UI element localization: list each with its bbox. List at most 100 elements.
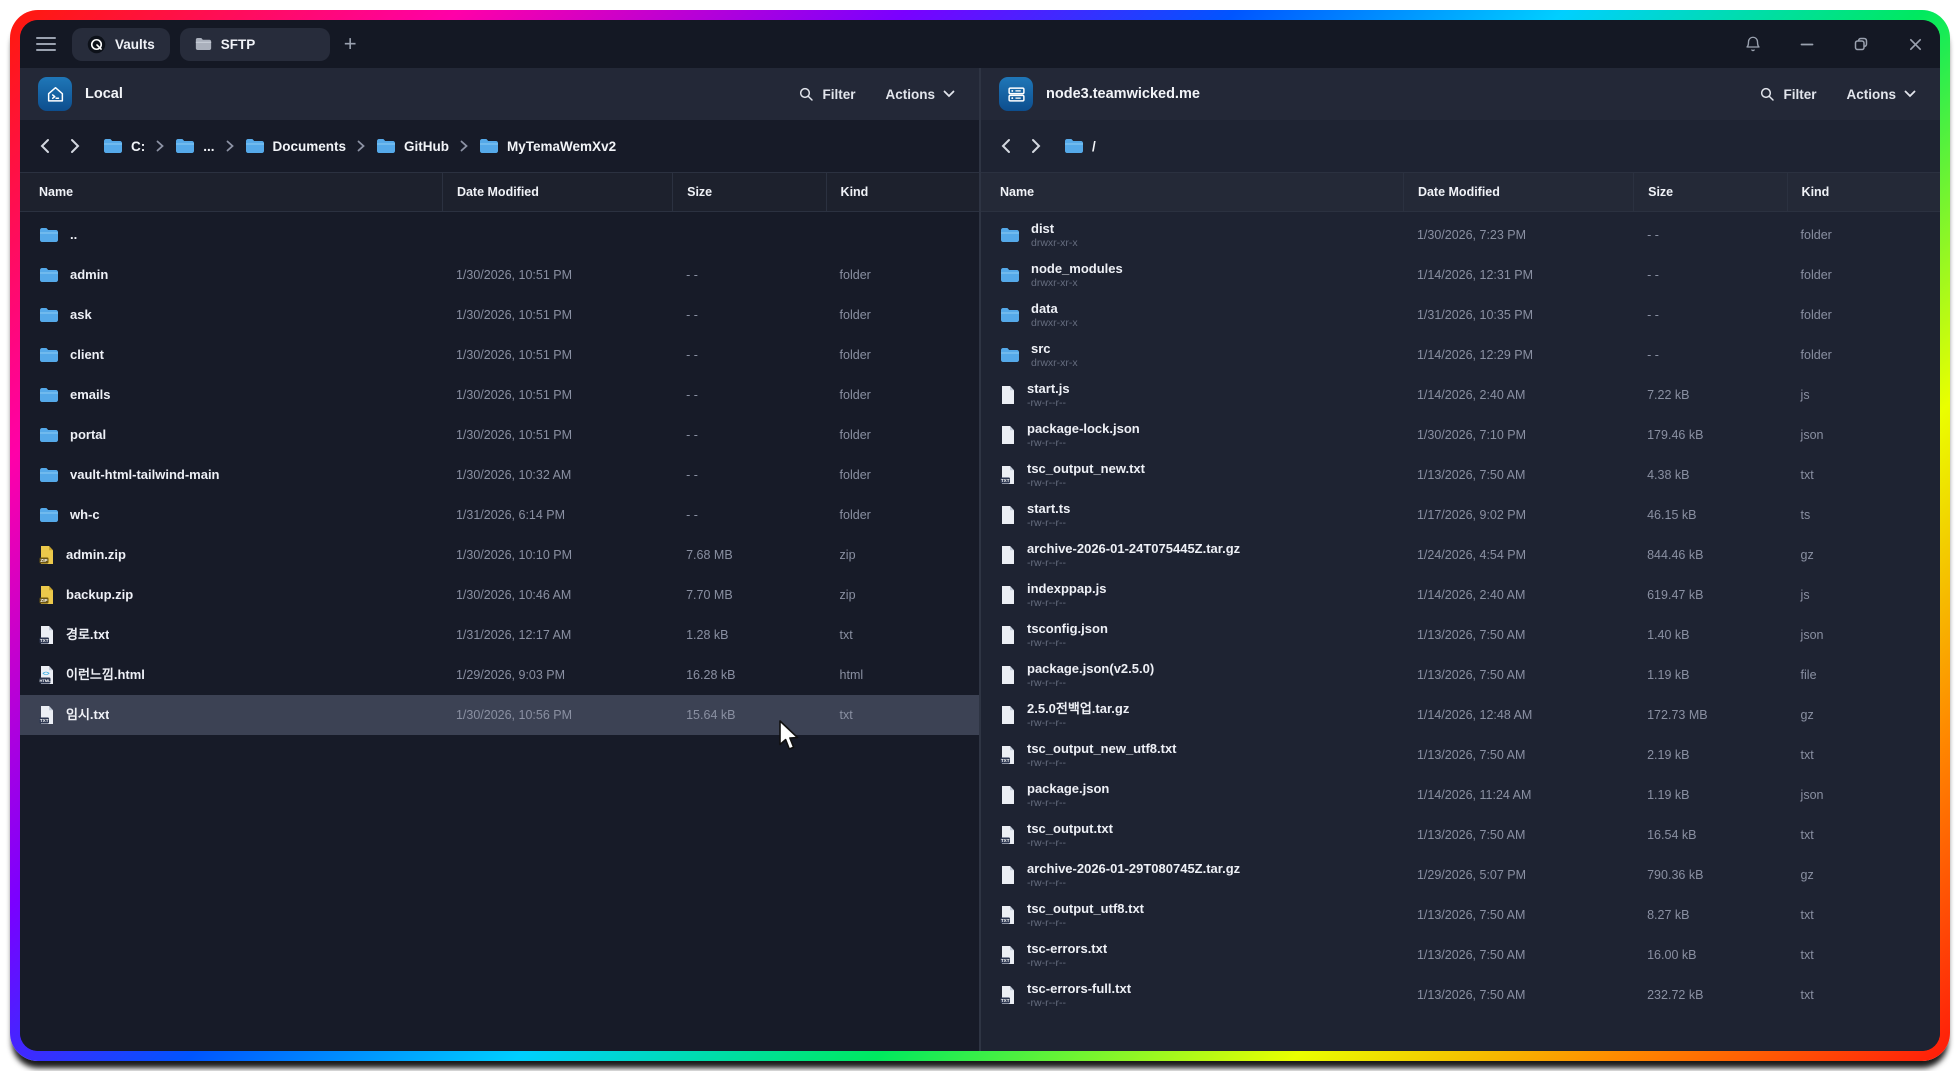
cell-size: - - bbox=[686, 508, 698, 522]
table-row[interactable]: TXT tsc_output_utf8.txt -rw-r--r-- 1/13/202… bbox=[981, 895, 1940, 935]
file-name: data bbox=[1031, 300, 1058, 316]
cell-date-modified: 1/14/2026, 12:48 AM bbox=[1416, 708, 1533, 722]
table-row[interactable]: package-lock.json -rw-r--r-- 1/30/2026, 7:… bbox=[981, 415, 1940, 455]
table-row[interactable]: src drwxr-xr-x 1/14/2026, 12:29 PM - - folde… bbox=[981, 335, 1940, 375]
new-tab-button[interactable]: + bbox=[343, 31, 357, 56]
table-row[interactable]: archive-2026-01-29T080745Z.tar.gz -rw-r--… bbox=[981, 855, 1940, 895]
actions-button[interactable]: Actions bbox=[1846, 87, 1916, 102]
table-row[interactable]: .. bbox=[20, 215, 979, 255]
folder-icon bbox=[1000, 267, 1020, 283]
table-row[interactable]: TXT tsc_output_new_utf8.txt -rw-r--r-- 1/13… bbox=[981, 735, 1940, 775]
forward-button[interactable] bbox=[60, 131, 90, 161]
table-row[interactable]: TXT tsc-errors.txt -rw-r--r-- 1/13/2026, 7:… bbox=[981, 935, 1940, 975]
table-row[interactable]: admin 1/30/2026, 10:51 PM - - folder bbox=[20, 255, 979, 295]
column-header[interactable]: Size bbox=[1633, 173, 1786, 211]
close-button[interactable] bbox=[1906, 35, 1924, 53]
tab-sftp[interactable]: SFTP bbox=[179, 27, 330, 61]
cell-name: package-lock.json -rw-r--r-- bbox=[981, 421, 1403, 450]
file-icon bbox=[1000, 785, 1016, 805]
table-row[interactable]: TXT tsc_output_new.txt -rw-r--r-- 1/13/2026… bbox=[981, 455, 1940, 495]
folder-icon bbox=[39, 387, 59, 403]
column-header[interactable]: Date Modified bbox=[1402, 173, 1633, 211]
txt-icon: TXT bbox=[1000, 745, 1016, 765]
table-row[interactable]: wh-c 1/31/2026, 6:14 PM - - folder bbox=[20, 495, 979, 535]
table-row[interactable]: indexppap.js -rw-r--r-- 1/14/2026, 2:40 AM… bbox=[981, 575, 1940, 615]
file-name: archive-2026-01-24T075445Z.tar.gz bbox=[1027, 540, 1241, 556]
table-row[interactable]: vault-html-tailwind-main 1/30/2026, 10:32… bbox=[20, 455, 979, 495]
breadcrumb-item[interactable]: Documents bbox=[240, 138, 352, 154]
table-row[interactable]: node_modules drwxr-xr-x 1/14/2026, 12:31 P… bbox=[981, 255, 1940, 295]
back-button[interactable] bbox=[991, 131, 1021, 161]
breadcrumb-item[interactable]: MyTemaWemXv2 bbox=[474, 138, 621, 154]
filter-button[interactable]: Filter bbox=[1759, 86, 1816, 102]
back-button[interactable] bbox=[30, 131, 60, 161]
table-row[interactable]: <> HTML 이런느낌.html 1/29/2026, 9:03 PM 16.28 k… bbox=[20, 655, 979, 695]
table-row[interactable]: dist drwxr-xr-x 1/30/2026, 7:23 PM - - folde… bbox=[981, 215, 1940, 255]
table-row[interactable]: package.json(v2.5.0) -rw-r--r-- 1/13/2026,… bbox=[981, 655, 1940, 695]
cell-name: TXT tsc_output_new.txt -rw-r--r-- bbox=[981, 461, 1403, 490]
breadcrumb-bar: / bbox=[981, 120, 1940, 172]
cell-name: start.ts -rw-r--r-- bbox=[981, 501, 1403, 530]
table-row[interactable]: TXT tsc_output.txt -rw-r--r-- 1/13/2026, 7:… bbox=[981, 815, 1940, 855]
file-name: emails bbox=[70, 387, 111, 403]
table-row[interactable]: ask 1/30/2026, 10:51 PM - - folder bbox=[20, 295, 979, 335]
file-icon bbox=[1000, 545, 1016, 565]
cell-date-modified: 1/14/2026, 12:31 PM bbox=[1416, 268, 1534, 282]
filter-button[interactable]: Filter bbox=[798, 86, 855, 102]
cell-size: 8.27 kB bbox=[1647, 908, 1690, 922]
cell-date-modified: 1/30/2026, 10:51 PM bbox=[455, 348, 573, 362]
file-permissions: drwxr-xr-x bbox=[1031, 276, 1078, 289]
breadcrumb-item[interactable]: ... bbox=[170, 138, 219, 154]
table-row[interactable]: archive-2026-01-24T075445Z.tar.gz -rw-r--… bbox=[981, 535, 1940, 575]
table-row[interactable]: portal 1/30/2026, 10:51 PM - - folder bbox=[20, 415, 979, 455]
table-row[interactable]: start.js -rw-r--r-- 1/14/2026, 2:40 AM 7.22… bbox=[981, 375, 1940, 415]
svg-text:TXT: TXT bbox=[1001, 918, 1010, 923]
file-icon bbox=[1000, 585, 1016, 605]
txt-icon: TXT bbox=[39, 705, 55, 725]
table-row[interactable]: tsconfig.json -rw-r--r-- 1/13/2026, 7:50 A… bbox=[981, 615, 1940, 655]
hamburger-menu-icon[interactable] bbox=[36, 37, 56, 51]
table-row[interactable]: start.ts -rw-r--r-- 1/17/2026, 9:02 PM 46.1… bbox=[981, 495, 1940, 535]
file-permissions: -rw-r--r-- bbox=[1027, 396, 1067, 409]
table-row[interactable]: ZIP admin.zip 1/30/2026, 10:10 PM 7.68 MB zi… bbox=[20, 535, 979, 575]
table-row[interactable]: ZIP backup.zip 1/30/2026, 10:46 AM 7.70 MB z… bbox=[20, 575, 979, 615]
file-name: start.ts bbox=[1027, 500, 1071, 516]
table-row[interactable]: TXT tsc-errors-full.txt -rw-r--r-- 1/13/202… bbox=[981, 975, 1940, 1015]
actions-button[interactable]: Actions bbox=[885, 87, 955, 102]
minimize-button[interactable] bbox=[1798, 35, 1816, 53]
breadcrumb-item[interactable]: / bbox=[1059, 138, 1101, 154]
table-row[interactable]: client 1/30/2026, 10:51 PM - - folder bbox=[20, 335, 979, 375]
table-row[interactable]: package.json -rw-r--r-- 1/14/2026, 11:24 A… bbox=[981, 775, 1940, 815]
bell-icon[interactable] bbox=[1744, 35, 1762, 53]
file-icon bbox=[1000, 425, 1016, 445]
table-row[interactable]: TXT 임시.txt 1/30/2026, 10:56 PM 15.64 kB txt bbox=[20, 695, 979, 735]
breadcrumb-item[interactable]: C: bbox=[98, 138, 150, 154]
table-row[interactable]: TXT 경로.txt 1/31/2026, 12:17 AM 1.28 kB txt bbox=[20, 615, 979, 655]
column-header[interactable]: Size bbox=[672, 173, 825, 211]
column-header[interactable]: Name bbox=[39, 185, 74, 199]
column-header[interactable]: Kind bbox=[825, 173, 979, 211]
pane-divider[interactable] bbox=[979, 68, 981, 1051]
actions-label: Actions bbox=[1846, 86, 1896, 102]
table-row[interactable]: data drwxr-xr-x 1/31/2026, 10:35 PM - - fold… bbox=[981, 295, 1940, 335]
cell-name: TXT tsc_output_new_utf8.txt -rw-r--r-- bbox=[981, 741, 1403, 770]
cell-kind: json bbox=[1800, 428, 1824, 442]
breadcrumb-label: Documents bbox=[272, 138, 347, 154]
restore-button[interactable] bbox=[1852, 35, 1870, 53]
file-permissions: -rw-r--r-- bbox=[1027, 796, 1067, 809]
column-header[interactable]: Date Modified bbox=[441, 173, 672, 211]
breadcrumb-item[interactable]: GitHub bbox=[371, 138, 454, 154]
tab-vaults[interactable]: Vaults bbox=[72, 27, 170, 61]
cell-kind: gz bbox=[1800, 708, 1814, 722]
titlebar: Vaults SFTP + bbox=[20, 20, 1940, 68]
forward-button[interactable] bbox=[1021, 131, 1051, 161]
column-header[interactable]: Name bbox=[1000, 185, 1035, 199]
table-row[interactable]: emails 1/30/2026, 10:51 PM - - folder bbox=[20, 375, 979, 415]
table-row[interactable]: 2.5.0전백업.tar.gz -rw-r--r-- 1/14/2026, 12:4… bbox=[981, 695, 1940, 735]
svg-text:TXT: TXT bbox=[1001, 478, 1010, 483]
file-name: src bbox=[1031, 340, 1051, 356]
file-permissions: -rw-r--r-- bbox=[1027, 636, 1067, 649]
cell-name: ZIP admin.zip bbox=[20, 545, 442, 565]
column-header[interactable]: Kind bbox=[1786, 173, 1940, 211]
cell-kind: txt bbox=[1800, 908, 1814, 922]
